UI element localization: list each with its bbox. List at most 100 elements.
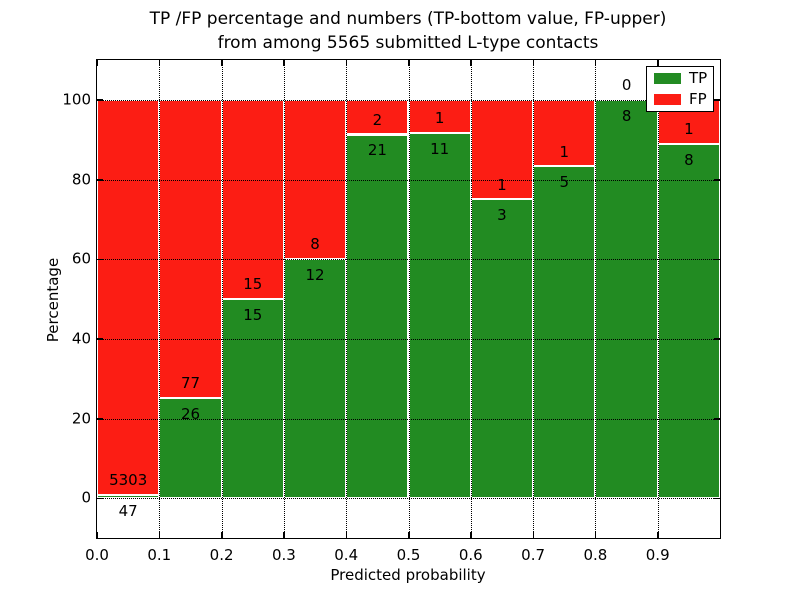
- plot-area: [96, 59, 721, 539]
- legend-label-fp: FP: [689, 90, 707, 108]
- tp-count-label: 47: [118, 501, 138, 520]
- x-tickmark-top: [594, 60, 597, 66]
- x-tickmark-bottom: [158, 532, 161, 538]
- x-tickmark-bottom: [221, 532, 223, 538]
- fp-count-label: 15: [243, 275, 263, 294]
- tp-count-label: 5: [559, 173, 570, 192]
- y-tick-label: 40: [71, 329, 91, 348]
- tp-count-label: 11: [430, 139, 450, 158]
- x-tickmark-bottom: [532, 532, 535, 538]
- x-tick-label: 0.2: [209, 546, 234, 564]
- x-gridline: [159, 60, 161, 538]
- y-tickmark-left: [97, 99, 103, 101]
- legend-label-tp: TP: [689, 69, 708, 87]
- y-tick-label: 60: [71, 249, 91, 268]
- y-gridline: [97, 179, 720, 181]
- x-gridline: [533, 60, 535, 538]
- x-tickmark-bottom: [345, 532, 348, 538]
- y-tickmark-right: [714, 99, 720, 101]
- chart-title-line2: from among 5565 submitted L-type contact…: [217, 33, 599, 53]
- y-tick-label: 80: [71, 170, 91, 188]
- x-tickmark-top: [96, 60, 98, 66]
- x-tickmark-top: [345, 60, 348, 66]
- y-tick-label: 0: [81, 488, 91, 507]
- x-gridline: [408, 60, 410, 538]
- fp-count-label: 77: [180, 373, 201, 392]
- x-tick-label: 0.5: [396, 546, 421, 564]
- fp-color-swatch: [654, 94, 681, 105]
- tp-count-label: 26: [180, 404, 201, 423]
- bar-segment-tp: [408, 133, 471, 499]
- legend-entry-tp: TP: [654, 71, 713, 86]
- y-tickmark-right: [714, 418, 720, 420]
- x-tickmark-bottom: [408, 532, 410, 538]
- x-tickmark-top: [283, 60, 285, 66]
- y-gridline: [97, 338, 720, 340]
- x-tick-label: 0.0: [85, 546, 109, 564]
- x-gridline: [657, 60, 659, 538]
- x-tickmark-top: [532, 60, 535, 66]
- fp-count-label: 5303: [109, 470, 148, 489]
- tp-count-label: 12: [305, 266, 325, 285]
- y-tickmark-right: [714, 497, 720, 500]
- y-gridline: [97, 418, 720, 420]
- chart-title: TP /FP percentage and numbers (TP-bottom…: [96, 7, 720, 55]
- y-gridline: [97, 498, 720, 500]
- y-tickmark-left: [97, 338, 103, 340]
- x-tickmark-top: [408, 60, 410, 66]
- bar-segment-tp: [657, 144, 720, 499]
- x-tick-label: 0.9: [645, 546, 670, 564]
- bar-segment-tp: [221, 299, 284, 499]
- x-tick-label: 0.6: [458, 546, 483, 564]
- x-gridline: [221, 60, 223, 538]
- y-tickmark-right: [714, 179, 720, 181]
- fp-count-label: 1: [684, 120, 694, 139]
- x-tickmark-top: [657, 60, 659, 66]
- x-gridline: [470, 60, 472, 538]
- bar-segment-fp: [159, 99, 222, 398]
- bar-segment-fp: [533, 99, 596, 167]
- y-tickmark-right: [714, 338, 720, 340]
- y-tickmark-left: [97, 497, 103, 500]
- fp-count-label: 2: [372, 110, 383, 129]
- y-tick-label: 20: [71, 409, 91, 427]
- tp-color-swatch: [654, 73, 681, 84]
- x-tickmark-top: [158, 60, 161, 66]
- y-gridline: [97, 259, 720, 261]
- x-tick-label: 0.3: [271, 546, 296, 564]
- legend-entry-fp: FP: [654, 92, 713, 107]
- x-tickmark-bottom: [470, 532, 472, 538]
- x-tickmark-top: [470, 60, 472, 66]
- x-gridline: [595, 60, 597, 538]
- y-tickmark-left: [97, 258, 103, 261]
- x-tickmark-bottom: [657, 532, 659, 538]
- bar-segment-tp: [595, 99, 658, 499]
- tp-count-label: 8: [684, 151, 694, 169]
- x-tickmark-bottom: [96, 532, 98, 538]
- x-tickmark-bottom: [594, 532, 597, 538]
- bar-segment-tp: [97, 494, 160, 499]
- bar-segment-tp: [283, 259, 347, 499]
- chart-title-line1: TP /FP percentage and numbers (TP-bottom…: [149, 9, 667, 29]
- tp-count-label: 3: [497, 206, 507, 225]
- fp-count-label: 1: [497, 175, 507, 194]
- bar-segment-tp: [533, 166, 596, 499]
- x-tick-label: 0.1: [147, 546, 172, 564]
- tp-count-label: 21: [367, 141, 387, 160]
- legend: TP FP: [646, 66, 714, 112]
- tp-count-label: 15: [243, 305, 263, 324]
- y-gridline: [97, 99, 720, 101]
- bar-segment-tp: [346, 134, 409, 499]
- x-tickmark-bottom: [283, 532, 285, 538]
- x-gridline: [346, 60, 348, 538]
- bar-segment-fp: [470, 99, 534, 200]
- y-axis-label: Percentage: [44, 257, 62, 343]
- bar-segment-fp: [408, 99, 471, 133]
- bar-segment-fp: [97, 99, 160, 495]
- fp-count-label: 1: [434, 109, 445, 128]
- x-tick-label: 0.4: [334, 546, 359, 564]
- x-tick-label: 0.8: [583, 546, 608, 564]
- y-tickmark-left: [97, 179, 103, 181]
- bar-segment-fp: [346, 99, 409, 135]
